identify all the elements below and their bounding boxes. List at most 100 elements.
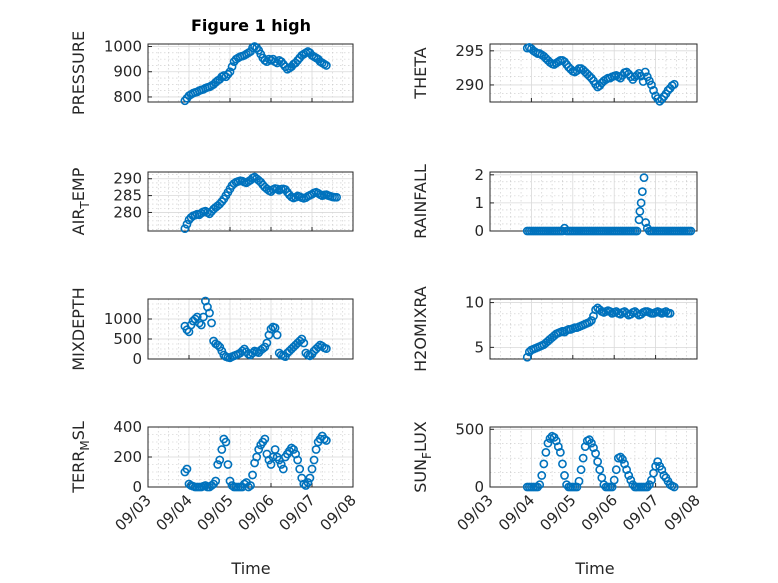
y-tick-label: 285 <box>113 187 142 205</box>
data-point <box>578 453 588 463</box>
subplot-5: 0 500 1000 MIXDEPTH <box>69 287 354 371</box>
x-tick-label: 09/08 <box>317 491 360 534</box>
data-point <box>207 318 216 328</box>
axes-frame <box>489 298 698 360</box>
x-tick-label: 09/06 <box>235 491 278 534</box>
data-point <box>558 459 567 469</box>
data-point <box>254 445 264 454</box>
data-point <box>637 187 647 197</box>
data-point <box>541 447 551 457</box>
data-point <box>555 447 565 457</box>
data-point <box>260 434 270 444</box>
data-point <box>278 464 288 474</box>
data-point <box>632 226 642 236</box>
data-point <box>539 459 549 469</box>
data-point <box>626 475 636 485</box>
data-point <box>587 316 596 325</box>
data-point <box>182 464 192 474</box>
data-point <box>576 465 586 475</box>
data-point <box>225 476 235 486</box>
data-point <box>587 438 596 448</box>
data-point <box>215 455 225 465</box>
data-point <box>636 198 646 208</box>
data-point <box>635 206 645 216</box>
data-point <box>640 67 650 77</box>
data-point <box>319 434 329 444</box>
data-point <box>200 481 210 490</box>
data-point <box>205 308 214 318</box>
x-tick-label: 09/03 <box>454 491 497 534</box>
axes-frame <box>147 426 354 488</box>
data-point <box>584 317 594 327</box>
data-point <box>213 460 223 469</box>
y-tick-label: 1 <box>474 194 484 212</box>
data-point <box>537 471 547 480</box>
y-axis-label: TERRMSL <box>69 421 92 494</box>
data-point <box>270 445 280 454</box>
y-axis-label: MIXDEPTH <box>69 287 88 370</box>
data-point <box>665 308 675 318</box>
figure-title: Figure 1 high <box>191 16 311 35</box>
data-point <box>533 482 543 492</box>
data-point <box>661 307 671 316</box>
x-tick-label: 09/03 <box>112 491 155 534</box>
data-point <box>305 473 315 483</box>
y-axis-label: PRESSURE <box>69 31 88 115</box>
data-point <box>309 455 319 465</box>
x-tick-label: 09/08 <box>661 491 704 534</box>
y-tick-label: 0 <box>132 478 142 496</box>
x-tick-label: 09/07 <box>276 491 319 534</box>
y-tick-label: 1000 <box>104 38 142 56</box>
data-point <box>311 445 321 454</box>
data-point <box>543 438 553 448</box>
data-point <box>266 460 276 469</box>
y-tick-label: 0 <box>132 350 142 368</box>
data-point <box>266 324 276 334</box>
data-point <box>622 308 632 318</box>
y-axis-label: SUNFLUX <box>411 421 434 493</box>
data-point <box>258 344 268 353</box>
data-point <box>574 476 584 486</box>
y-tick-label: 2 <box>474 166 484 184</box>
data-point <box>321 344 331 353</box>
data-point <box>299 479 309 489</box>
y-axis-label: H2OMIXRA <box>411 286 430 372</box>
data-point <box>618 454 627 464</box>
axes-frame <box>147 171 354 232</box>
data-point <box>248 348 257 358</box>
x-tick-label: 09/06 <box>578 491 621 534</box>
data-point <box>198 312 208 322</box>
data-point <box>223 460 233 469</box>
data-point <box>313 342 323 352</box>
data-point <box>572 66 582 76</box>
y-tick-label: 800 <box>113 88 142 106</box>
data-point <box>213 340 223 350</box>
y-axis-label: THETA <box>411 47 430 99</box>
y-tick-label: 200 <box>113 448 142 466</box>
y-tick-label: 400 <box>113 418 142 436</box>
data-point <box>289 445 298 454</box>
data-point <box>221 437 231 447</box>
data-point <box>248 470 257 480</box>
data-point <box>522 352 532 362</box>
x-axis-label-left: Time <box>230 559 270 578</box>
y-tick-label: 1000 <box>104 310 142 328</box>
data-point <box>593 457 603 467</box>
data-point <box>644 480 654 490</box>
data-point <box>616 452 625 462</box>
axes-frame <box>489 426 698 488</box>
y-tick-label: 5 <box>474 338 484 356</box>
data-point <box>641 218 651 227</box>
data-point <box>244 482 253 492</box>
data-point <box>624 471 634 480</box>
x-axis-label-right: Time <box>574 559 614 578</box>
data-point <box>276 460 286 469</box>
data-point <box>653 457 663 467</box>
data-point <box>639 173 649 183</box>
data-point <box>659 471 669 480</box>
data-point <box>632 308 642 318</box>
data-point <box>272 330 282 340</box>
